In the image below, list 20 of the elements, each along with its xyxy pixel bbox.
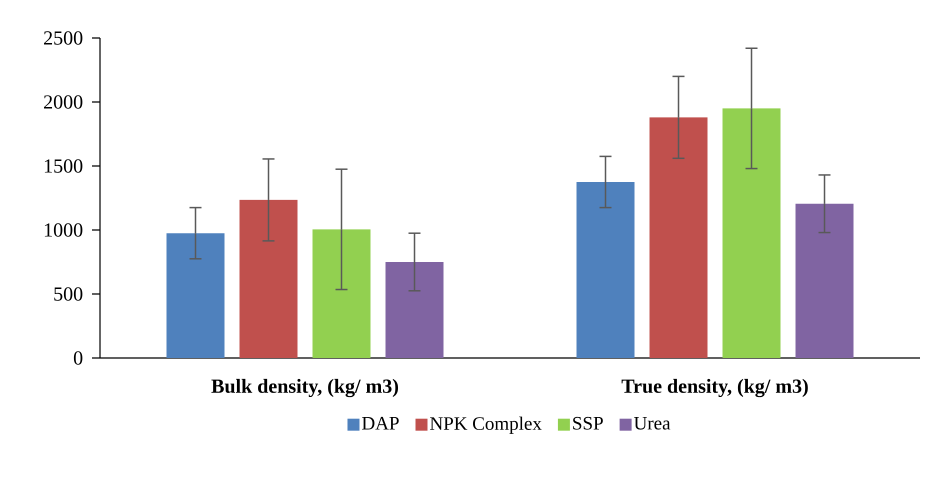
legend-label: Urea bbox=[634, 416, 670, 430]
x-tick-label: True density, (kg/ m3) bbox=[622, 378, 808, 398]
bar bbox=[722, 108, 781, 358]
legend-label: SSP bbox=[573, 416, 603, 430]
legend-label: DAP bbox=[362, 416, 399, 430]
bar bbox=[650, 117, 708, 358]
bar bbox=[240, 200, 298, 358]
x-tick-label: Bulk density, (kg/ m3) bbox=[211, 378, 398, 398]
y-tick-label: 2500 bbox=[44, 31, 82, 45]
y-tick-label: 0 bbox=[74, 351, 82, 365]
legend-label: NPK Complex bbox=[430, 416, 542, 434]
y-tick-label: 1000 bbox=[44, 223, 82, 237]
bar bbox=[576, 182, 635, 358]
bar bbox=[796, 204, 854, 358]
bar bbox=[386, 262, 444, 358]
bar bbox=[312, 229, 371, 358]
y-tick-label: 1500 bbox=[44, 159, 82, 173]
y-tick-label: 500 bbox=[54, 287, 82, 301]
y-tick-label: 2000 bbox=[44, 95, 82, 109]
bar bbox=[166, 233, 225, 358]
